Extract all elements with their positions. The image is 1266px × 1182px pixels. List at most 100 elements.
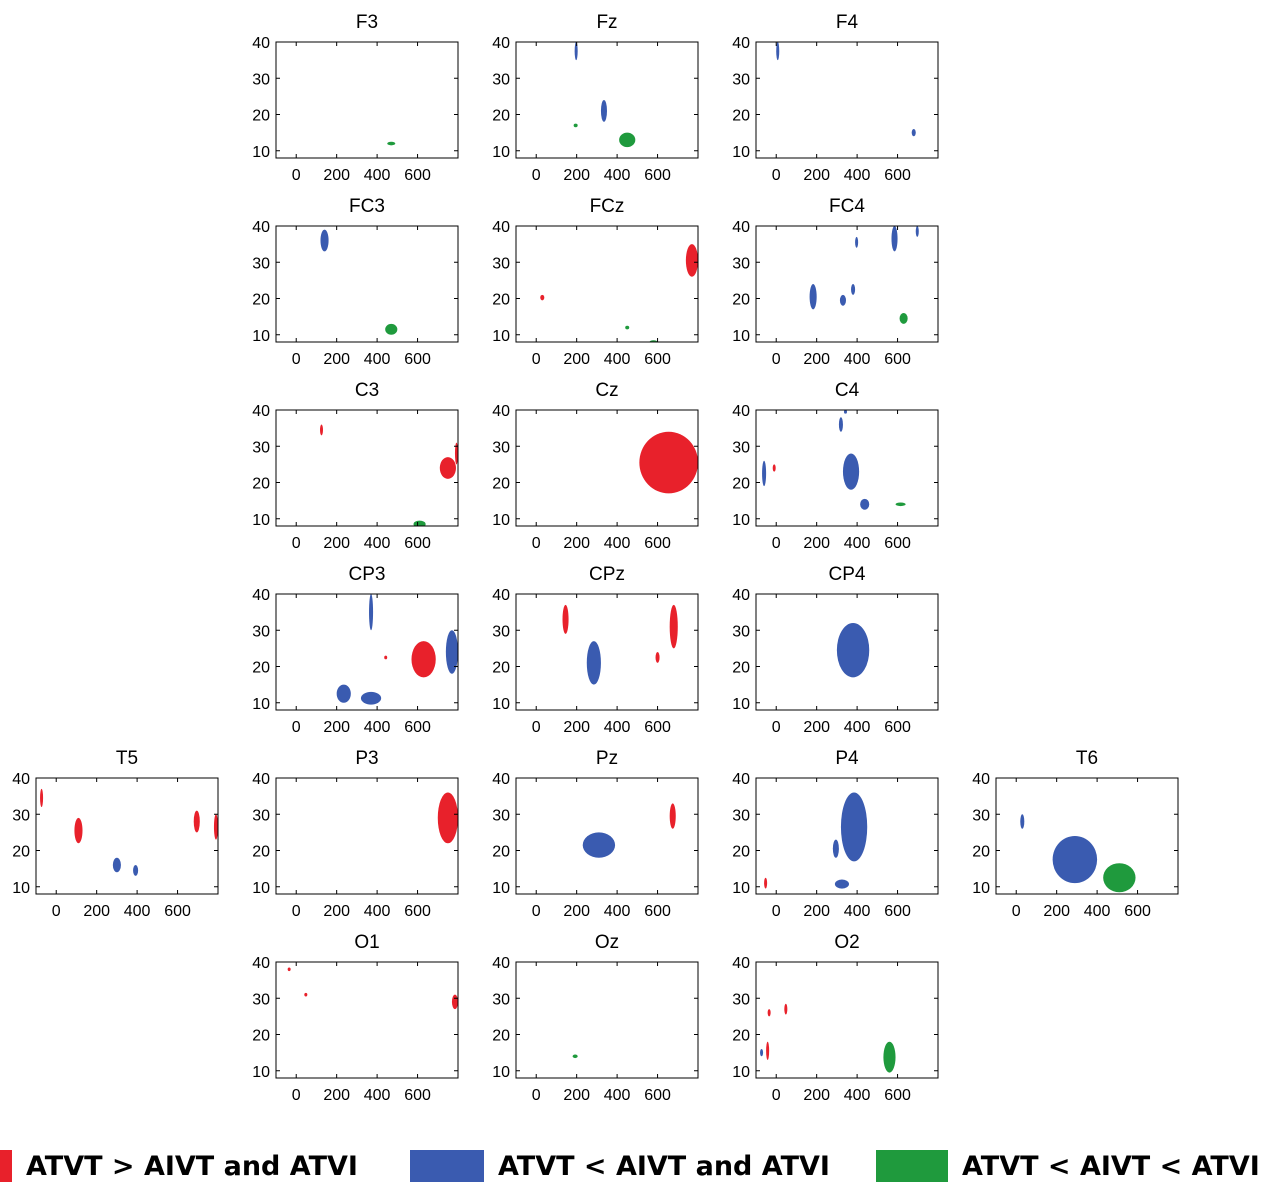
y-tick-label: 10: [492, 696, 510, 713]
x-tick-label: 600: [884, 1087, 911, 1104]
x-tick-label: 600: [644, 167, 671, 184]
y-tick-label: 20: [252, 660, 270, 677]
panel-title: FCz: [590, 196, 625, 217]
y-tick-label: 30: [732, 807, 750, 824]
cluster-green: [572, 1054, 578, 1059]
x-tick-label: 400: [604, 535, 631, 552]
y-tick-label: 30: [732, 255, 750, 272]
x-tick-label: 0: [772, 351, 781, 368]
cluster-blue: [360, 691, 382, 705]
legend-label-blue: ATVT < AIVT and ATVI: [498, 1150, 830, 1182]
x-tick-label: 200: [563, 903, 590, 920]
x-tick-label: 400: [604, 351, 631, 368]
panel-title: C4: [835, 380, 860, 401]
cluster-blue: [836, 623, 870, 678]
y-tick-label: 30: [252, 807, 270, 824]
y-tick-label: 20: [492, 844, 510, 861]
panel-title: CPz: [589, 564, 625, 585]
cluster-blue: [320, 229, 329, 252]
y-tick-label: 20: [12, 844, 30, 861]
cluster-blue: [369, 594, 374, 631]
cluster-blue: [1052, 836, 1098, 884]
y-tick-label: 30: [732, 71, 750, 88]
plot-frame: [515, 961, 699, 1079]
y-tick-label: 40: [732, 35, 750, 52]
cluster-red: [669, 604, 678, 649]
y-tick-label: 40: [252, 771, 270, 788]
blob-layer: [836, 623, 870, 678]
plot-frame: [515, 41, 699, 159]
y-tick-label: 30: [492, 255, 510, 272]
cluster-blue: [843, 410, 847, 414]
y-tick-label: 20: [492, 476, 510, 493]
x-tick-label: 400: [1084, 903, 1111, 920]
x-tick-label: 0: [532, 535, 541, 552]
plot-frame: [275, 777, 459, 895]
blob-layer: [562, 604, 678, 685]
x-tick-label: 600: [884, 719, 911, 736]
x-tick-label: 600: [404, 535, 431, 552]
y-tick-label: 30: [12, 807, 30, 824]
cluster-blue: [574, 42, 578, 61]
x-tick-label: 400: [844, 535, 871, 552]
cluster-red: [287, 967, 291, 972]
blob-layer: [582, 803, 676, 858]
x-tick-label: 200: [323, 535, 350, 552]
cluster-blue: [445, 630, 458, 674]
x-tick-label: 200: [563, 719, 590, 736]
cluster-red: [304, 992, 308, 997]
y-tick-label: 30: [732, 623, 750, 640]
cluster-blue: [838, 417, 843, 432]
x-tick-label: 400: [844, 167, 871, 184]
plot-frame: [275, 41, 459, 159]
plot-frame: [755, 961, 939, 1079]
cluster-blue: [809, 284, 817, 310]
cluster-blue: [840, 792, 868, 862]
x-tick-label: 600: [884, 351, 911, 368]
y-tick-label: 30: [732, 439, 750, 456]
x-tick-label: 200: [83, 903, 110, 920]
x-tick-label: 0: [532, 351, 541, 368]
blob-layer: [776, 42, 916, 137]
x-tick-label: 600: [644, 719, 671, 736]
cluster-red: [784, 1003, 788, 1015]
legend-swatch-green: [876, 1150, 948, 1182]
y-tick-label: 20: [252, 1028, 270, 1045]
panel-title: CP3: [349, 564, 386, 585]
y-tick-label: 30: [252, 623, 270, 640]
y-tick-label: 40: [732, 955, 750, 972]
cluster-blue: [1020, 814, 1025, 829]
panel-title: FC4: [829, 196, 865, 217]
y-tick-label: 30: [252, 255, 270, 272]
x-tick-label: 0: [772, 535, 781, 552]
y-tick-label: 10: [12, 880, 30, 897]
blob-layer: [573, 42, 636, 148]
x-tick-label: 0: [292, 167, 301, 184]
y-tick-label: 40: [252, 403, 270, 420]
cluster-red: [437, 792, 458, 844]
plot-frame: [275, 225, 459, 343]
cluster-red: [193, 810, 200, 833]
y-tick-label: 20: [732, 292, 750, 309]
x-tick-label: 200: [803, 167, 830, 184]
y-tick-label: 20: [732, 844, 750, 861]
y-tick-label: 30: [252, 991, 270, 1008]
blob-layer: [639, 431, 698, 494]
cluster-blue: [851, 284, 856, 295]
x-tick-label: 0: [772, 1087, 781, 1104]
plot-frame: [515, 409, 699, 527]
blob-layer: [387, 141, 396, 146]
plot-frame: [515, 225, 699, 343]
cluster-blue: [891, 226, 898, 252]
y-tick-label: 10: [732, 512, 750, 529]
panel-title: C3: [355, 380, 379, 401]
cluster-green: [895, 502, 906, 507]
legend-item-green: ATVT < AIVT < ATVI: [876, 1150, 1260, 1182]
x-tick-label: 200: [563, 1087, 590, 1104]
y-tick-label: 40: [732, 771, 750, 788]
